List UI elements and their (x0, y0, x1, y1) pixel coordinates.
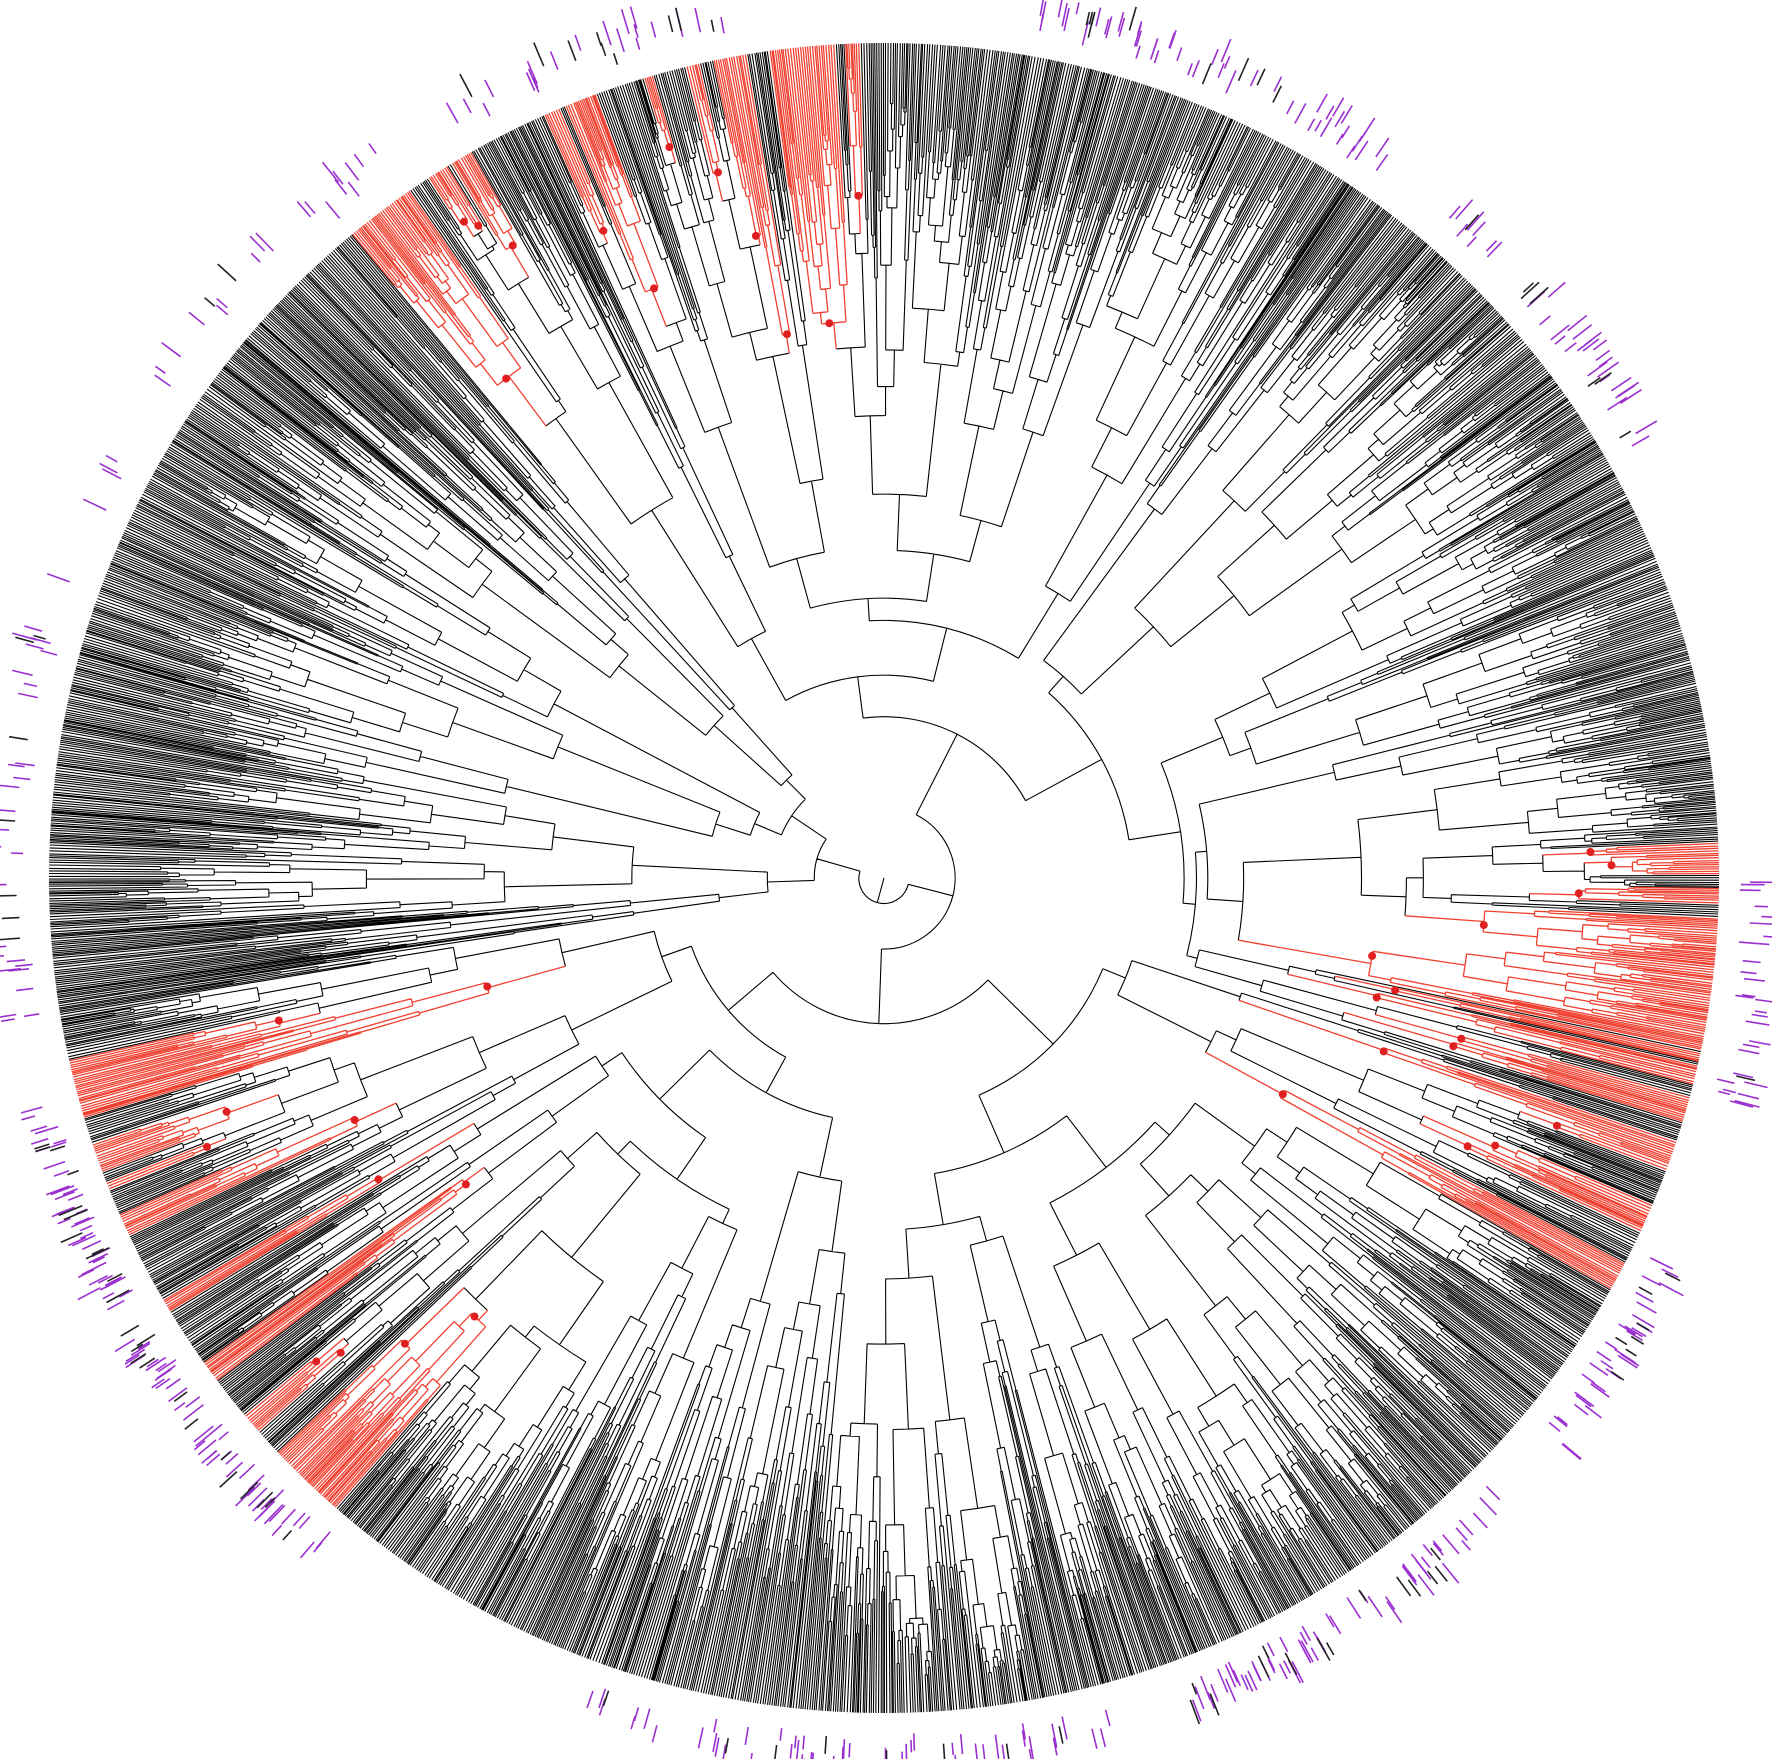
node-dot (1463, 1142, 1472, 1151)
node-dot (1586, 848, 1595, 856)
node-dot (508, 241, 517, 250)
node-dot (1278, 1090, 1287, 1099)
node-dot (502, 374, 511, 383)
node-dot (374, 1175, 383, 1184)
node-dot (825, 319, 834, 328)
node-dot (650, 284, 658, 293)
node-dot (1379, 1047, 1388, 1056)
node-dot (474, 221, 483, 230)
highlighted-branches (69, 43, 1720, 1508)
node-dot (1491, 1141, 1500, 1150)
node-dot (854, 191, 863, 200)
node-dot (460, 217, 468, 226)
node-dot (1372, 993, 1381, 1002)
node-dot (350, 1116, 359, 1124)
node-dot (783, 330, 791, 339)
node-dot (274, 1016, 283, 1025)
node-dot (336, 1348, 345, 1357)
node-dot (1607, 861, 1616, 870)
node-dot (751, 231, 760, 240)
node-dot (1391, 986, 1400, 995)
trait-marks-dark (0, 6, 1756, 1759)
node-dot (1368, 951, 1377, 960)
node-dot (599, 226, 608, 235)
node-dot (203, 1142, 211, 1151)
tree-branches (48, 42, 1720, 1714)
node-dot (1449, 1042, 1458, 1051)
node-dot (1552, 1121, 1561, 1130)
node-dot (1574, 889, 1583, 898)
node-dot (1457, 1034, 1466, 1043)
node-dot (470, 1312, 479, 1321)
node-dot (483, 982, 492, 991)
node-dot (714, 168, 722, 177)
node-dot (312, 1357, 321, 1366)
node-dot (665, 143, 674, 152)
node-dot (461, 1180, 470, 1189)
node-dot (1479, 921, 1488, 930)
node-dot (222, 1107, 231, 1116)
node-dot (400, 1339, 409, 1348)
